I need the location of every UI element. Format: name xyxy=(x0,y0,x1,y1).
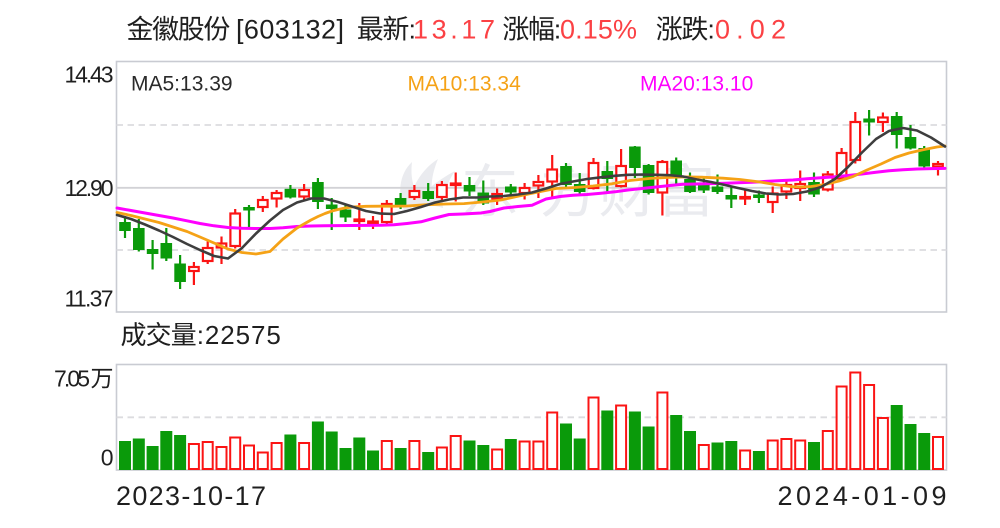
svg-text:0: 0 xyxy=(101,445,114,471)
svg-text:MA20:13.10: MA20:13.10 xyxy=(640,73,753,96)
svg-text:0.02: 0.02 xyxy=(715,15,786,45)
svg-text:12.90: 12.90 xyxy=(65,175,114,201)
svg-text::22575: :22575 xyxy=(197,320,281,350)
svg-text:2023-10-17: 2023-10-17 xyxy=(116,481,266,511)
svg-text:0.15%: 0.15% xyxy=(560,15,637,45)
svg-text:14.43: 14.43 xyxy=(65,62,114,88)
svg-text:13.17: 13.17 xyxy=(413,15,495,45)
svg-text::: : xyxy=(554,15,562,45)
svg-text::: : xyxy=(409,15,417,45)
svg-text:7.05: 7.05 xyxy=(54,366,90,392)
svg-text:11.37: 11.37 xyxy=(65,286,114,312)
svg-text:[603132]: [603132] xyxy=(236,15,344,45)
svg-text:MA5:13.39: MA5:13.39 xyxy=(131,73,233,96)
svg-text::: : xyxy=(707,15,715,45)
svg-text:MA10:13.34: MA10:13.34 xyxy=(408,73,522,96)
